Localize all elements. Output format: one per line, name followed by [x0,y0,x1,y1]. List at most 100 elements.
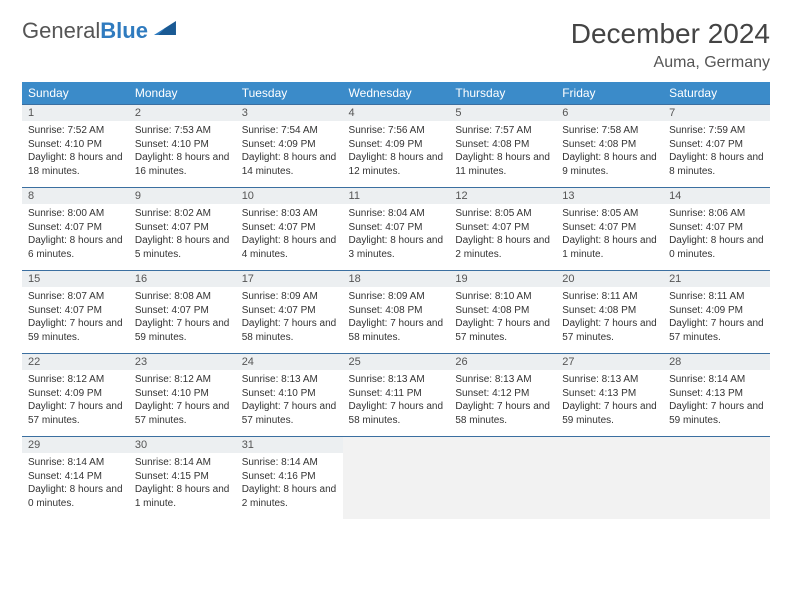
sunrise-line: Sunrise: 7:58 AM [562,125,638,136]
daylight-line: Daylight: 8 hours and 2 minutes. [455,235,550,260]
daylight-line: Daylight: 8 hours and 18 minutes. [28,152,123,177]
col-tuesday: Tuesday [236,82,343,105]
calendar-body: 1Sunrise: 7:52 AMSunset: 4:10 PMDaylight… [22,105,770,520]
col-sunday: Sunday [22,82,129,105]
day-cell: 20Sunrise: 8:11 AMSunset: 4:08 PMDayligh… [556,271,663,354]
sunset-line: Sunset: 4:10 PM [242,388,316,399]
sunrise-line: Sunrise: 7:53 AM [135,125,211,136]
day-cell: 15Sunrise: 8:07 AMSunset: 4:07 PMDayligh… [22,271,129,354]
sunset-line: Sunset: 4:08 PM [349,305,423,316]
day-info: Sunrise: 8:12 AMSunset: 4:09 PMDaylight:… [22,370,129,431]
empty-cell [556,437,663,520]
day-cell: 14Sunrise: 8:06 AMSunset: 4:07 PMDayligh… [663,188,770,271]
day-number: 30 [129,437,236,453]
sunrise-line: Sunrise: 8:11 AM [562,291,637,302]
day-number: 6 [556,105,663,121]
day-info: Sunrise: 8:14 AMSunset: 4:16 PMDaylight:… [236,453,343,514]
day-cell: 3Sunrise: 7:54 AMSunset: 4:09 PMDaylight… [236,105,343,188]
day-info: Sunrise: 8:08 AMSunset: 4:07 PMDaylight:… [129,287,236,348]
sunrise-line: Sunrise: 7:54 AM [242,125,318,136]
day-info: Sunrise: 8:02 AMSunset: 4:07 PMDaylight:… [129,204,236,265]
sunrise-line: Sunrise: 8:13 AM [349,374,425,385]
sunset-line: Sunset: 4:08 PM [455,139,529,150]
daylight-line: Daylight: 8 hours and 14 minutes. [242,152,337,177]
sunrise-line: Sunrise: 8:13 AM [455,374,531,385]
day-number: 22 [22,354,129,370]
day-number: 31 [236,437,343,453]
sunset-line: Sunset: 4:15 PM [135,471,209,482]
day-info: Sunrise: 7:56 AMSunset: 4:09 PMDaylight:… [343,121,450,182]
sunset-line: Sunset: 4:07 PM [135,305,209,316]
day-number: 24 [236,354,343,370]
day-info: Sunrise: 7:58 AMSunset: 4:08 PMDaylight:… [556,121,663,182]
day-number: 23 [129,354,236,370]
calendar-head: Sunday Monday Tuesday Wednesday Thursday… [22,82,770,105]
brand-text: GeneralBlue [22,18,148,44]
day-info: Sunrise: 8:04 AMSunset: 4:07 PMDaylight:… [343,204,450,265]
sunset-line: Sunset: 4:07 PM [349,222,423,233]
daylight-line: Daylight: 7 hours and 57 minutes. [135,401,230,426]
col-thursday: Thursday [449,82,556,105]
day-info: Sunrise: 8:09 AMSunset: 4:07 PMDaylight:… [236,287,343,348]
sunset-line: Sunset: 4:09 PM [669,305,743,316]
day-info: Sunrise: 8:11 AMSunset: 4:09 PMDaylight:… [663,287,770,348]
day-cell: 12Sunrise: 8:05 AMSunset: 4:07 PMDayligh… [449,188,556,271]
day-info: Sunrise: 8:14 AMSunset: 4:15 PMDaylight:… [129,453,236,514]
col-monday: Monday [129,82,236,105]
sunset-line: Sunset: 4:11 PM [349,388,422,399]
day-info: Sunrise: 8:14 AMSunset: 4:13 PMDaylight:… [663,370,770,431]
daylight-line: Daylight: 7 hours and 59 minutes. [562,401,657,426]
empty-cell [663,437,770,520]
day-cell: 28Sunrise: 8:14 AMSunset: 4:13 PMDayligh… [663,354,770,437]
day-info: Sunrise: 8:13 AMSunset: 4:10 PMDaylight:… [236,370,343,431]
sunrise-line: Sunrise: 8:04 AM [349,208,425,219]
daylight-line: Daylight: 7 hours and 57 minutes. [669,318,764,343]
day-cell: 24Sunrise: 8:13 AMSunset: 4:10 PMDayligh… [236,354,343,437]
sunset-line: Sunset: 4:10 PM [135,139,209,150]
sunrise-line: Sunrise: 8:14 AM [28,457,104,468]
day-cell: 8Sunrise: 8:00 AMSunset: 4:07 PMDaylight… [22,188,129,271]
day-info: Sunrise: 8:07 AMSunset: 4:07 PMDaylight:… [22,287,129,348]
daylight-line: Daylight: 8 hours and 11 minutes. [455,152,550,177]
sunset-line: Sunset: 4:08 PM [562,305,636,316]
sunrise-line: Sunrise: 8:06 AM [669,208,745,219]
day-number: 18 [343,271,450,287]
day-info: Sunrise: 8:10 AMSunset: 4:08 PMDaylight:… [449,287,556,348]
day-number: 11 [343,188,450,204]
day-number: 8 [22,188,129,204]
day-cell: 22Sunrise: 8:12 AMSunset: 4:09 PMDayligh… [22,354,129,437]
sunrise-line: Sunrise: 7:57 AM [455,125,531,136]
sunset-line: Sunset: 4:07 PM [455,222,529,233]
day-cell: 26Sunrise: 8:13 AMSunset: 4:12 PMDayligh… [449,354,556,437]
day-number: 10 [236,188,343,204]
calendar-row: 8Sunrise: 8:00 AMSunset: 4:07 PMDaylight… [22,188,770,271]
day-number: 16 [129,271,236,287]
brand-logo: GeneralBlue [22,18,176,44]
daylight-line: Daylight: 7 hours and 58 minutes. [455,401,550,426]
daylight-line: Daylight: 8 hours and 12 minutes. [349,152,444,177]
day-cell: 4Sunrise: 7:56 AMSunset: 4:09 PMDaylight… [343,105,450,188]
empty-cell [343,437,450,520]
col-wednesday: Wednesday [343,82,450,105]
sunrise-line: Sunrise: 8:09 AM [242,291,318,302]
day-cell: 17Sunrise: 8:09 AMSunset: 4:07 PMDayligh… [236,271,343,354]
day-number: 29 [22,437,129,453]
day-cell: 31Sunrise: 8:14 AMSunset: 4:16 PMDayligh… [236,437,343,520]
day-info: Sunrise: 7:57 AM Sunset: 4:08 PM Daylight:… [449,121,556,182]
daylight-line: Daylight: 7 hours and 57 minutes. [28,401,123,426]
sunrise-line: Sunrise: 8:14 AM [242,457,318,468]
day-cell: 13Sunrise: 8:05 AMSunset: 4:07 PMDayligh… [556,188,663,271]
page-title: December 2024 [571,18,770,50]
sunrise-line: Sunrise: 7:56 AM [349,125,425,136]
sunrise-line: Sunrise: 8:09 AM [349,291,425,302]
daylight-line: Daylight: 7 hours and 57 minutes. [562,318,657,343]
day-number: 27 [556,354,663,370]
sunset-line: Sunset: 4:07 PM [135,222,209,233]
day-cell: 11Sunrise: 8:04 AMSunset: 4:07 PMDayligh… [343,188,450,271]
day-cell: 25Sunrise: 8:13 AMSunset: 4:11 PMDayligh… [343,354,450,437]
day-info: Sunrise: 8:09 AMSunset: 4:08 PMDaylight:… [343,287,450,348]
sunset-line: Sunset: 4:16 PM [242,471,316,482]
day-number: 12 [449,188,556,204]
day-info: Sunrise: 8:00 AMSunset: 4:07 PMDaylight:… [22,204,129,265]
sunset-line: Sunset: 4:13 PM [562,388,636,399]
